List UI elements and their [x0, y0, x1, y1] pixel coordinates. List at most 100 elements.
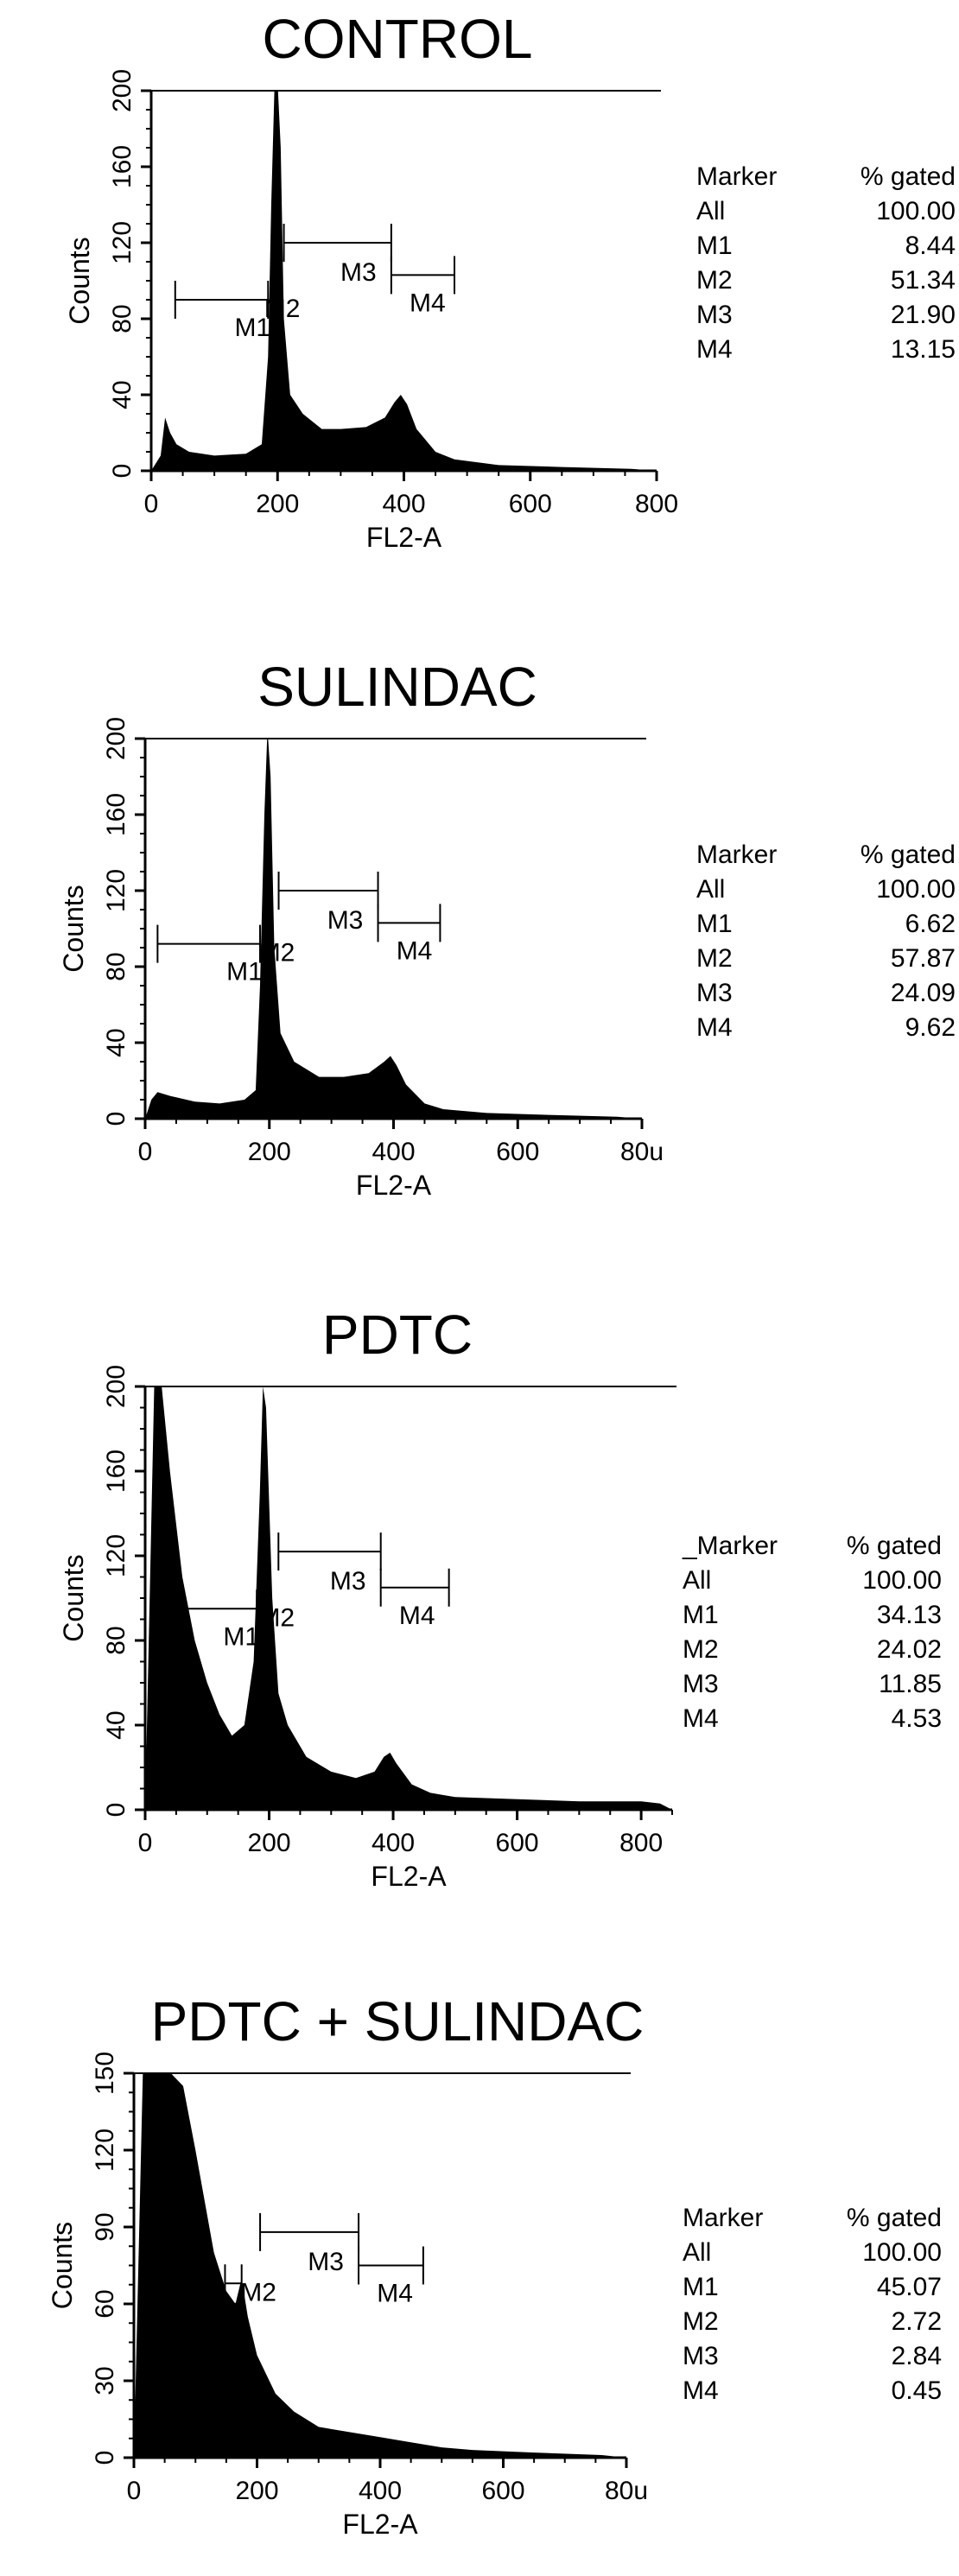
y-axis-label: Counts [58, 1554, 89, 1641]
y-tick-label: 120 [102, 869, 130, 912]
marker-m3: M3 [330, 1567, 366, 1596]
stats-percent-gated: 8.44 [905, 232, 956, 260]
stats-marker-name: M2 [683, 1635, 719, 1664]
stats-row: M1 34.13 [683, 1598, 942, 1633]
marker-label: M1 [226, 958, 263, 987]
marker-m4: M4 [390, 256, 455, 317]
histogram-area [145, 1386, 672, 1810]
y-tick-label: 40 [102, 1710, 130, 1739]
x-tick-label: 400 [372, 1138, 415, 1166]
y-tick-label: 80 [102, 1626, 130, 1654]
stats-marker-name: _Marker [683, 1532, 778, 1560]
stats-marker-name: Marker [683, 2204, 764, 2232]
stats-percent-gated: % gated [860, 841, 956, 869]
histogram-area [134, 2073, 626, 2458]
marker-m2: M2 [259, 872, 379, 968]
stats-marker-name: Marker [696, 162, 778, 191]
stats-percent-gated: 100.00 [876, 875, 956, 904]
y-tick-label: 200 [108, 69, 137, 112]
marker-label: M1 [208, 2297, 245, 2325]
marker-m1: M1 [156, 924, 263, 987]
y-axis-label: Counts [47, 2222, 78, 2309]
y-axis-label: Counts [58, 885, 89, 972]
stats-row: All 100.00 [683, 1564, 942, 1598]
stats-header-row: Marker % gated [696, 160, 956, 194]
stats-percent-gated: 34.13 [876, 1601, 942, 1629]
marker-m2: M2 [258, 1532, 382, 1632]
stats-row: M1 6.62 [696, 907, 956, 942]
stats-row: M3 24.09 [696, 976, 956, 1011]
marker-label: M3 [327, 906, 364, 935]
stats-marker-name: M3 [696, 979, 733, 1007]
stats-percent-gated: 11.85 [879, 1670, 942, 1698]
marker-m3: M3 [327, 906, 364, 935]
stats-percent-gated: 57.87 [890, 944, 956, 973]
stats-row: All 100.00 [683, 2236, 942, 2270]
x-tick-label: 80u [605, 2477, 648, 2505]
stats-row: M4 0.45 [683, 2374, 942, 2408]
stats-row: M3 11.85 [683, 1667, 942, 1702]
marker-label: M3 [340, 258, 377, 287]
marker-m3: M3 [340, 258, 377, 287]
stats-marker-name: M2 [696, 944, 733, 973]
stats-percent-gated: % gated [860, 162, 956, 191]
marker-label: M2 [259, 939, 295, 968]
stats-row: M2 57.87 [696, 942, 956, 976]
stats-marker-name: M4 [683, 1704, 719, 1733]
marker-label: M4 [397, 936, 433, 965]
marker-m4: M4 [358, 2246, 424, 2308]
stats-row: All 100.00 [696, 194, 956, 229]
stats-row: M3 21.90 [696, 298, 956, 333]
stats-percent-gated: 9.62 [905, 1013, 956, 1042]
y-axis-label: Counts [64, 237, 95, 324]
y-tick-label: 0 [102, 1112, 130, 1126]
stats-header-row: Marker % gated [696, 838, 956, 872]
stats-header-row: _Marker % gated [683, 1529, 942, 1564]
x-tick-label: 400 [359, 2477, 402, 2505]
y-tick-label: 200 [102, 717, 130, 760]
stats-percent-gated: 100.00 [876, 197, 956, 225]
chart-title: SULINDAC [257, 656, 537, 718]
marker-m3: M3 [308, 2248, 344, 2276]
x-tick-label: 80u [620, 1138, 664, 1166]
y-tick-label: 40 [108, 380, 137, 409]
stats-percent-gated: 45.07 [876, 2273, 942, 2301]
chart-title: CONTROL [263, 8, 533, 70]
stats-row: M2 2.72 [683, 2305, 942, 2339]
marker-stats-table: Marker % gated All 100.00 M1 8.44 M2 51.34 M3 21.… [696, 160, 956, 367]
y-tick-label: 120 [108, 221, 137, 264]
stats-percent-gated: % gated [846, 2204, 942, 2232]
marker-stats-table: Marker % gated All 100.00 M1 6.62 M2 57.87 M3 24.… [696, 838, 956, 1045]
x-tick-label: 0 [138, 1829, 153, 1857]
y-tick-label: 60 [91, 2289, 119, 2318]
stats-percent-gated: 0.45 [891, 2376, 942, 2405]
x-tick-label: 600 [496, 1829, 539, 1857]
stats-percent-gated: % gated [846, 1532, 942, 1560]
x-tick-label: 800 [635, 490, 678, 518]
stats-row: M2 51.34 [696, 263, 956, 298]
x-tick-label: 200 [235, 2477, 278, 2505]
stats-percent-gated: 2.72 [891, 2307, 942, 2336]
x-axis-label: FL2-A [371, 1861, 447, 1892]
marker-label: M2 [258, 1603, 295, 1632]
stats-marker-name: M3 [696, 301, 733, 329]
x-tick-label: 200 [256, 490, 299, 518]
stats-marker-name: M2 [696, 266, 733, 295]
chart-title: PDTC [322, 1304, 473, 1366]
marker-m4: M4 [377, 904, 441, 965]
stats-marker-name: All [696, 197, 726, 225]
stats-percent-gated: 24.02 [876, 1635, 942, 1664]
marker-stats-table: Marker % gated All 100.00 M1 45.07 M2 2.72 M3 2.8… [683, 2201, 942, 2408]
stats-marker-name: All [696, 875, 726, 904]
x-axis-label: FL2-A [366, 522, 442, 553]
marker-m1: M1 [181, 1589, 259, 1651]
marker-label: M2 [264, 295, 301, 323]
stats-marker-name: M1 [683, 1601, 719, 1629]
x-tick-label: 400 [372, 1829, 415, 1857]
stats-row: M2 24.02 [683, 1633, 942, 1667]
stats-row: M4 9.62 [696, 1011, 956, 1045]
x-tick-label: 800 [619, 1829, 663, 1857]
y-tick-label: 160 [102, 1450, 130, 1493]
panel-4: PDTC + SULINDAC 0 30 60 90 120 150 0 200 400 600 80… [47, 1990, 648, 2540]
